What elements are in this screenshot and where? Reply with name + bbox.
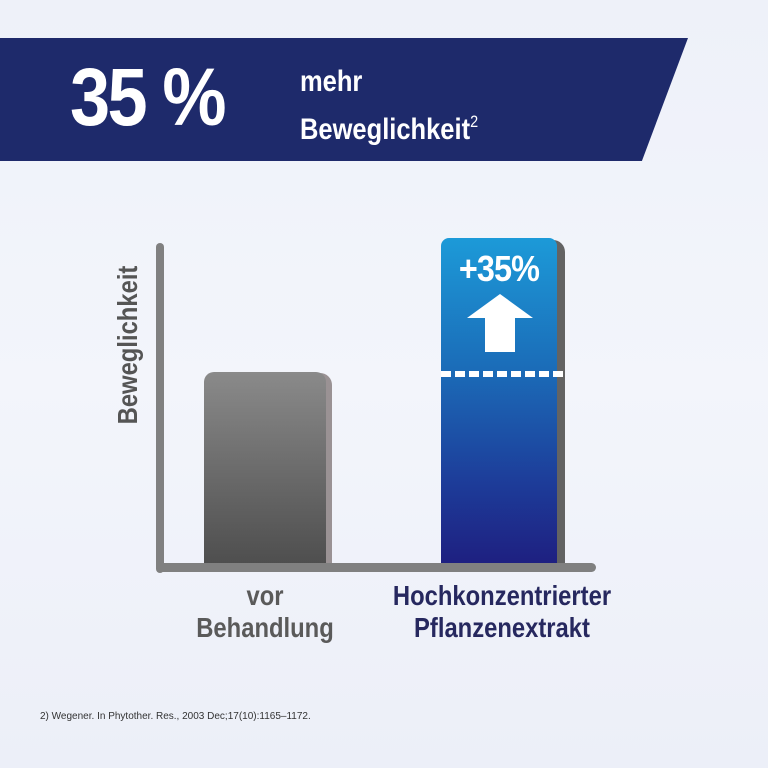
y-axis-label: Beweglichkeit xyxy=(112,265,143,425)
increase-label: +35% xyxy=(458,248,540,289)
bar-vor-behandlung xyxy=(204,372,326,565)
y-axis xyxy=(156,243,164,573)
baseline-dashed-line xyxy=(441,371,567,377)
x-label-line: vor xyxy=(246,580,284,611)
up-arrow-icon xyxy=(467,294,533,352)
headline-line2: Beweglichkeit xyxy=(300,113,471,146)
x-label-line: Hochkonzentrierter xyxy=(392,580,612,611)
headline-text: mehr Beweglichkeit2 xyxy=(300,62,478,150)
x-label-vor-behandlung: vor Behandlung xyxy=(167,580,363,644)
footnote: 2) Wegener. In Phytother. Res., 2003 Dec… xyxy=(40,711,311,722)
x-label-pflanzenextrakt: Hochkonzentrierter Pflanzenextrakt xyxy=(375,580,630,644)
x-label-line: Behandlung xyxy=(196,612,334,643)
x-axis xyxy=(156,563,596,572)
x-label-line: Pflanzenextrakt xyxy=(414,612,590,643)
headline-line1: mehr xyxy=(300,65,363,98)
bar-pflanzenextrakt xyxy=(441,238,557,565)
headline-percent: 35 % xyxy=(70,52,227,143)
headline-banner xyxy=(0,38,688,161)
footnote-mark: 2 xyxy=(470,112,479,131)
